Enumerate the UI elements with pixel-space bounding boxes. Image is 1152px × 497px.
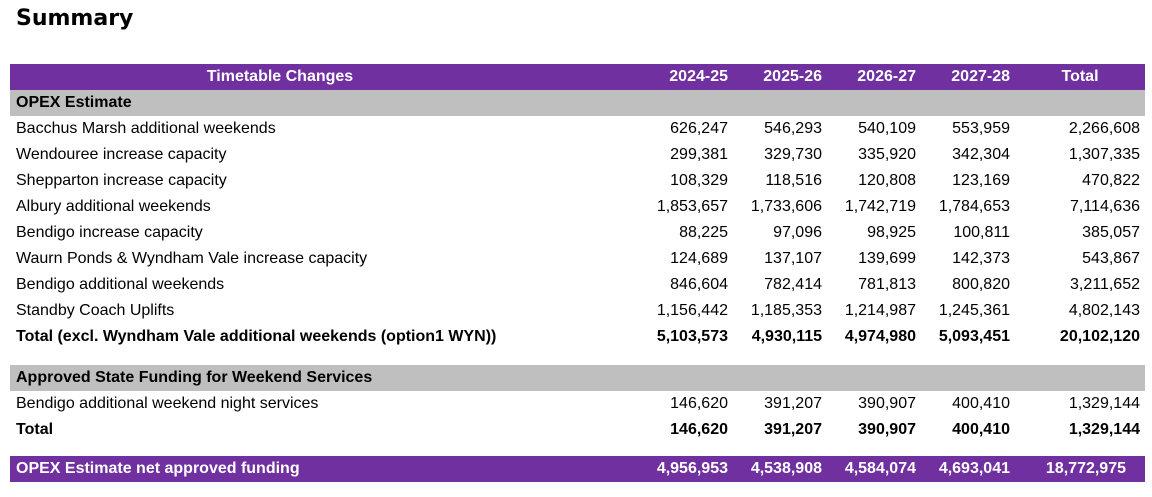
- row-label: Bacchus Marsh additional weekends: [16, 120, 276, 137]
- cell-value: 108,329: [670, 172, 728, 189]
- cell-value: 5,093,451: [938, 328, 1010, 345]
- row-label: Wendouree increase capacity: [16, 146, 227, 163]
- funding-total-row: Total 146,620 391,207 390,907 400,410 1,…: [10, 417, 1145, 443]
- cell-total: 4,802,143: [1068, 302, 1140, 319]
- cell-value: 390,907: [858, 395, 916, 412]
- table-row: Standby Coach Uplifts 1,156,442 1,185,35…: [10, 298, 1145, 324]
- header-year-2027-28: 2027-28: [951, 68, 1010, 85]
- row-label: Bendigo increase capacity: [16, 224, 203, 241]
- row-label: Waurn Ponds & Wyndham Vale increase capa…: [16, 250, 368, 267]
- cell-value: 1,214,987: [844, 302, 916, 319]
- cell-value: 4,538,908: [750, 460, 822, 477]
- cell-value: 1,733,606: [750, 198, 822, 215]
- table-row: Bendigo increase capacity 88,225 97,096 …: [10, 220, 1145, 246]
- cell-value: 1,742,719: [844, 198, 916, 215]
- cell-value: 97,096: [773, 224, 822, 241]
- table-row: Bacchus Marsh additional weekends 626,24…: [10, 116, 1145, 142]
- cell-total: 1,307,335: [1068, 146, 1140, 163]
- cell-total: 20,102,120: [1059, 328, 1140, 345]
- cell-total: 1,329,144: [1068, 421, 1140, 438]
- row-label: Bendigo additional weekend night service…: [16, 395, 319, 412]
- cell-value: 540,109: [858, 120, 916, 137]
- cell-value: 100,811: [953, 224, 1010, 241]
- row-label: Shepparton increase capacity: [16, 172, 227, 189]
- cell-value: 391,207: [764, 395, 822, 412]
- page-title: Summary: [16, 6, 134, 31]
- cell-value: 4,974,980: [844, 328, 916, 345]
- section-label: Approved State Funding for Weekend Servi…: [16, 369, 373, 386]
- cell-value: 342,304: [952, 146, 1010, 163]
- cell-value: 4,930,115: [751, 328, 822, 345]
- header-total: Total: [1061, 68, 1099, 85]
- cell-value: 390,907: [858, 421, 916, 438]
- cell-value: 782,414: [764, 276, 822, 293]
- header-year-2026-27: 2026-27: [857, 68, 916, 85]
- header-year-2025-26: 2025-26: [763, 68, 822, 85]
- row-label: Standby Coach Uplifts: [16, 302, 175, 319]
- cell-value: 1,185,353: [750, 302, 822, 319]
- cell-value: 1,245,361: [938, 302, 1010, 319]
- cell-value: 4,584,074: [844, 460, 916, 477]
- cell-value: 553,959: [952, 120, 1010, 137]
- cell-value: 4,693,041: [938, 460, 1010, 477]
- cell-value: 626,247: [670, 120, 728, 137]
- cell-value: 335,920: [858, 146, 916, 163]
- header-year-2024-25: 2024-25: [669, 68, 728, 85]
- cell-value: 120,808: [858, 172, 916, 189]
- cell-value: 299,381: [670, 146, 728, 163]
- cell-value: 4,956,953: [656, 460, 728, 477]
- table-row: Wendouree increase capacity 299,381 329,…: [10, 142, 1145, 168]
- row-label: OPEX Estimate net approved funding: [16, 460, 300, 477]
- cell-value: 329,730: [764, 146, 822, 163]
- cell-value: 400,410: [952, 395, 1010, 412]
- cell-value: 400,410: [952, 421, 1010, 438]
- cell-value: 846,604: [670, 276, 728, 293]
- table-row: Shepparton increase capacity 108,329 118…: [10, 168, 1145, 194]
- cell-value: 546,293: [764, 120, 822, 137]
- cell-total: 470,822: [1082, 172, 1140, 189]
- cell-value: 137,107: [764, 250, 822, 267]
- cell-value: 139,699: [858, 250, 916, 267]
- net-funding-row: OPEX Estimate net approved funding 4,956…: [10, 456, 1145, 482]
- table-row: Bendigo additional weekends 846,604 782,…: [10, 272, 1145, 298]
- row-label: Total: [16, 421, 54, 438]
- cell-value: 123,169: [952, 172, 1010, 189]
- cell-value: 142,373: [952, 250, 1010, 267]
- cell-total: 2,266,608: [1068, 120, 1140, 137]
- cell-total: 7,114,636: [1070, 198, 1140, 215]
- cell-value: 1,784,653: [938, 198, 1010, 215]
- cell-total: 1,329,144: [1068, 395, 1140, 412]
- cell-value: 800,820: [952, 276, 1010, 293]
- cell-value: 124,689: [670, 250, 728, 267]
- cell-value: 1,853,657: [656, 198, 728, 215]
- cell-value: 781,813: [858, 276, 916, 293]
- cell-value: 5,103,573: [656, 328, 728, 345]
- table-row: Albury additional weekends 1,853,657 1,7…: [10, 194, 1145, 220]
- cell-total: 543,867: [1082, 250, 1140, 267]
- header-title: Timetable Changes: [206, 68, 354, 85]
- cell-value: 391,207: [764, 421, 822, 438]
- table-row: Bendigo additional weekend night service…: [10, 391, 1145, 417]
- row-label: Total (excl. Wyndham Vale additional wee…: [16, 328, 497, 345]
- cell-value: 1,156,442: [656, 302, 728, 319]
- cell-value: 88,225: [679, 224, 728, 241]
- row-label: Bendigo additional weekends: [16, 276, 225, 293]
- row-label: Albury additional weekends: [16, 198, 211, 215]
- section-approved-funding: Approved State Funding for Weekend Servi…: [10, 365, 1145, 391]
- cell-value: 98,925: [867, 224, 916, 241]
- section-label: OPEX Estimate: [16, 94, 132, 111]
- cell-value: 146,620: [670, 421, 728, 438]
- cell-value: 118,516: [765, 172, 822, 189]
- table-header-row: Timetable Changes 2024-25 2025-26 2026-2…: [10, 64, 1145, 90]
- table-row: Waurn Ponds & Wyndham Vale increase capa…: [10, 246, 1145, 272]
- cell-total: 385,057: [1082, 224, 1140, 241]
- section-opex-estimate: OPEX Estimate: [10, 90, 1145, 116]
- cell-value: 146,620: [670, 395, 728, 412]
- cell-total: 18,772,975: [1045, 460, 1126, 477]
- cell-total: 3,211,652: [1070, 276, 1140, 293]
- opex-total-row: Total (excl. Wyndham Vale additional wee…: [10, 324, 1145, 350]
